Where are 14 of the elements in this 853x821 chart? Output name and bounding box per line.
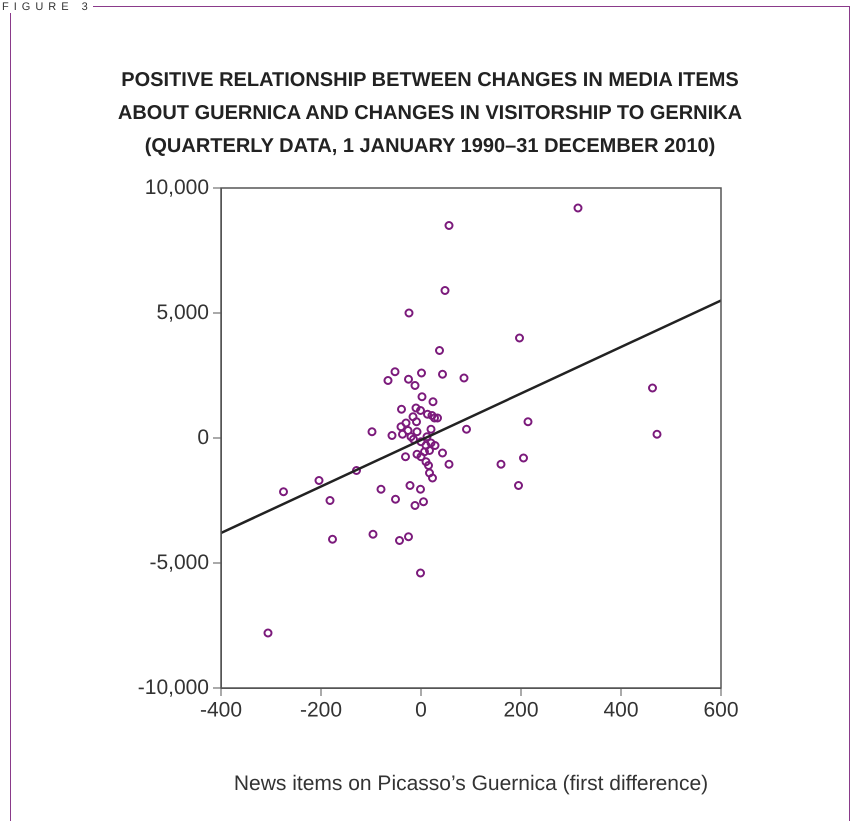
- x-tick-label: -200: [300, 698, 342, 722]
- y-tick-label: 0: [197, 426, 209, 449]
- y-tick-label: 10,000: [144, 176, 209, 199]
- chart-title: POSITIVE RELATIONSHIP BETWEEN CHANGES IN MEDIA ITEMS ABOUT GUERNICA AND CHANGES IN VISITORSHIP TO GERNIKA (QUARTERLY DATA, 1 JANUARY 1990–31 DECEMBER 2010): [116, 68, 744, 159]
- x-tick-label: 0: [415, 698, 427, 722]
- x-tick-label: 200: [503, 698, 539, 722]
- x-tick-label: -400: [200, 698, 242, 722]
- y-tick-label: 5,000: [156, 300, 209, 324]
- x-axis-title: News items on Picasso’s Guernica (first difference): [234, 772, 708, 796]
- y-tick-label: -5,000: [149, 550, 209, 574]
- x-tick-label: 600: [703, 698, 739, 722]
- x-tick-label: 400: [603, 698, 639, 722]
- y-tick-label: -10,000: [138, 676, 209, 699]
- caption: FIGURE 3: [2, 1, 93, 13]
